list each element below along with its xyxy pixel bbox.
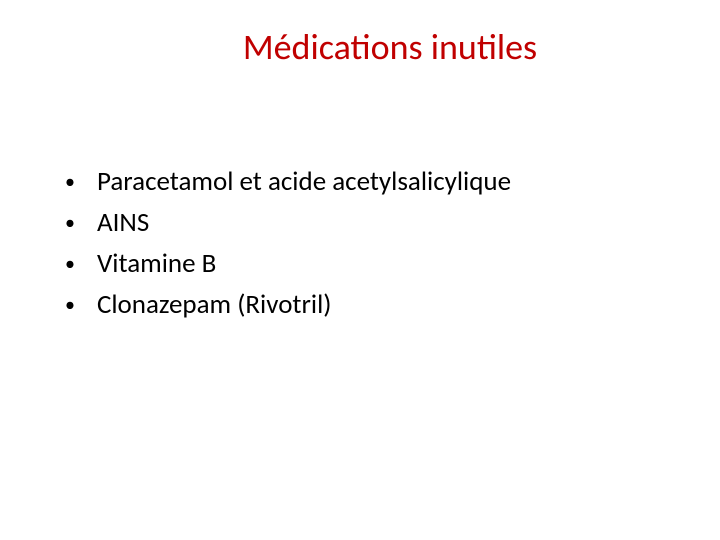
bullet-text: Vitamine B: [97, 246, 216, 281]
slide-container: Médications inutiles • Paracetamol et ac…: [0, 0, 720, 540]
bullet-text: Clonazepam (Rivotril): [97, 287, 332, 322]
bullet-dot-icon: •: [65, 211, 75, 235]
list-item: • Vitamine B: [65, 246, 670, 281]
bullet-text: Paracetamol et acide acetylsalicylique: [97, 164, 511, 199]
bullet-dot-icon: •: [65, 252, 75, 276]
bullet-text: AINS: [97, 205, 149, 240]
list-item: • AINS: [65, 205, 670, 240]
bullet-dot-icon: •: [65, 293, 75, 317]
bullet-list: • Paracetamol et acide acetylsalicylique…: [50, 164, 670, 322]
slide-title: Médications inutiles: [110, 25, 670, 69]
bullet-dot-icon: •: [65, 170, 75, 194]
list-item: • Paracetamol et acide acetylsalicylique: [65, 164, 670, 199]
list-item: • Clonazepam (Rivotril): [65, 287, 670, 322]
